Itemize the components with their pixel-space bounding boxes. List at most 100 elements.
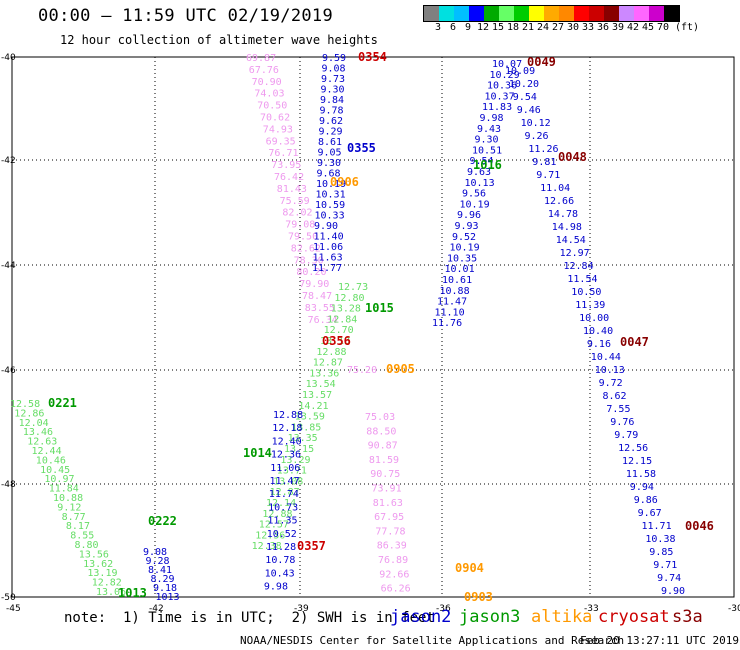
legend-label: 24 xyxy=(536,22,550,33)
wave-height-label: 9.26 xyxy=(525,131,549,142)
pass-time-label: 0049 xyxy=(527,55,556,69)
satellite-legend-item: jason2 xyxy=(390,607,452,627)
wave-height-label: 69.35 xyxy=(266,136,296,147)
wave-height-label: 9.52 xyxy=(452,232,476,243)
wave-height-label: 11.58 xyxy=(626,469,656,480)
wave-height-label: 12.88 xyxy=(262,509,292,520)
lat-label: -48 xyxy=(1,480,16,490)
legend-swatch xyxy=(664,6,679,21)
wave-height-label: 9.71 xyxy=(653,560,677,571)
wave-height-label: 12.84 xyxy=(564,261,594,272)
legend-label: 3 xyxy=(434,22,442,33)
wave-height-label: 13.57 xyxy=(302,390,332,401)
wave-height-label: 9.54 xyxy=(513,92,537,103)
wave-height-label: 67.76 xyxy=(249,65,279,76)
pass-time-label: 0222 xyxy=(148,514,177,528)
wave-height-label: 86.39 xyxy=(377,541,407,552)
wave-height-label: 10.19 xyxy=(450,243,480,254)
wave-height-label: 92.66 xyxy=(379,569,409,580)
wave-height-label: 9.30 xyxy=(321,85,345,96)
wave-height-label: 10.37 xyxy=(485,91,515,102)
wave-height-label: 10.44 xyxy=(591,352,621,363)
wave-height-label: 9.78 xyxy=(320,106,344,117)
wave-height-label: 82.62 xyxy=(291,243,321,254)
lat-label: -50 xyxy=(1,593,16,603)
wave-height-label: 11.74 xyxy=(269,489,299,500)
wave-height-label: 9.56 xyxy=(462,189,486,200)
lon-label: -36 xyxy=(436,604,451,614)
wave-height-label: 10.45 xyxy=(40,465,70,476)
wave-height-label: 12.88 xyxy=(273,410,303,421)
wave-height-label: 10.01 xyxy=(445,264,475,275)
page-title: 00:00 – 11:59 UTC 02/19/2019 xyxy=(38,6,333,26)
wave-height-label: 12.40 xyxy=(272,436,302,447)
wave-height-label: 10.09 xyxy=(505,66,535,77)
legend-swatch xyxy=(484,6,499,21)
wave-height-label: 9.29 xyxy=(319,127,343,138)
wave-height-label: 10.43 xyxy=(265,568,295,579)
legend-label: 9 xyxy=(464,22,472,33)
satellite-legend-item: cryosat xyxy=(598,607,670,627)
wave-height-label: 77.78 xyxy=(375,526,405,537)
wave-height-label: 11.84 xyxy=(49,484,79,495)
wave-height-label: 69.87 xyxy=(246,53,276,64)
legend-label: 39 xyxy=(611,22,625,33)
wave-height-label: 12.14 xyxy=(266,498,296,509)
wave-height-label: 9.93 xyxy=(455,221,479,232)
wave-height-label: 76.34 xyxy=(308,315,338,326)
wave-height-label: 10.20 xyxy=(509,79,539,90)
wave-height-label: 12.04 xyxy=(19,418,49,429)
wave-height-label: 78.47 xyxy=(302,291,332,302)
wave-height-label: 10.78 xyxy=(265,555,295,566)
wave-height-label: 9.90 xyxy=(314,221,338,232)
legend-label: 18 xyxy=(506,22,520,33)
wave-height-label: 79.08 xyxy=(285,220,315,231)
pass-time-label: 0047 xyxy=(620,335,649,349)
wave-height-label: 11.06 xyxy=(270,463,300,474)
pass-time-label: 0906 xyxy=(330,175,359,189)
wave-height-label: 9.08 xyxy=(322,64,346,75)
wave-height-label: 9.12 xyxy=(57,502,81,513)
wave-height-label: 9.79 xyxy=(614,430,638,441)
wave-height-label: 9.98 xyxy=(480,113,504,124)
wave-height-label: 12.56 xyxy=(618,443,648,454)
legend-label: 21 xyxy=(521,22,535,33)
wave-height-label: 12.44 xyxy=(32,446,62,457)
wave-height-label: 9.30 xyxy=(475,135,499,146)
wave-height-label: 8.77 xyxy=(62,512,86,523)
wave-height-label: 9.62 xyxy=(319,116,343,127)
wave-height-label: 7.55 xyxy=(606,404,630,415)
wave-height-label: 14.98 xyxy=(552,222,582,233)
wave-height-label: 9.72 xyxy=(599,378,623,389)
wave-height-label: 8.61 xyxy=(318,137,342,148)
wave-height-label: 11.28 xyxy=(266,542,296,553)
wave-height-label: 10.88 xyxy=(440,286,470,297)
legend-swatch xyxy=(544,6,559,21)
wave-height-label: 8.62 xyxy=(603,391,627,402)
wave-height-label: 12.66 xyxy=(544,196,574,207)
wave-height-label: 10.40 xyxy=(583,326,613,337)
legend-swatch xyxy=(589,6,604,21)
wave-height-label: 9.08 xyxy=(143,547,167,558)
legend-label: 12 xyxy=(476,22,490,33)
wave-height-label: 12.15 xyxy=(622,456,652,467)
wave-height-label: 10.07 xyxy=(492,59,522,70)
wave-height-label: 12.58 xyxy=(10,399,40,410)
wave-height-label: 13.54 xyxy=(306,379,336,390)
wave-height-label: 13.46 xyxy=(23,427,53,438)
wave-height-label: 76.89 xyxy=(378,555,408,566)
wave-height-label: 11.26 xyxy=(528,144,558,155)
wave-height-label: 13.59 xyxy=(295,412,325,423)
legend-label: 36 xyxy=(596,22,610,33)
legend-swatch xyxy=(469,6,484,21)
wave-height-label: 80.20 xyxy=(296,267,326,278)
wave-height-label: 9.18 xyxy=(153,583,177,594)
wave-height-label: 11.54 xyxy=(567,274,597,285)
wave-height-label: 79.50 xyxy=(288,232,318,243)
wave-height-label: 81.59 xyxy=(369,455,399,466)
wave-height-label: 10.46 xyxy=(36,455,66,466)
wave-height-label: 9.30 xyxy=(317,158,341,169)
legend-swatch xyxy=(514,6,529,21)
wave-height-label: 9.86 xyxy=(634,495,658,506)
